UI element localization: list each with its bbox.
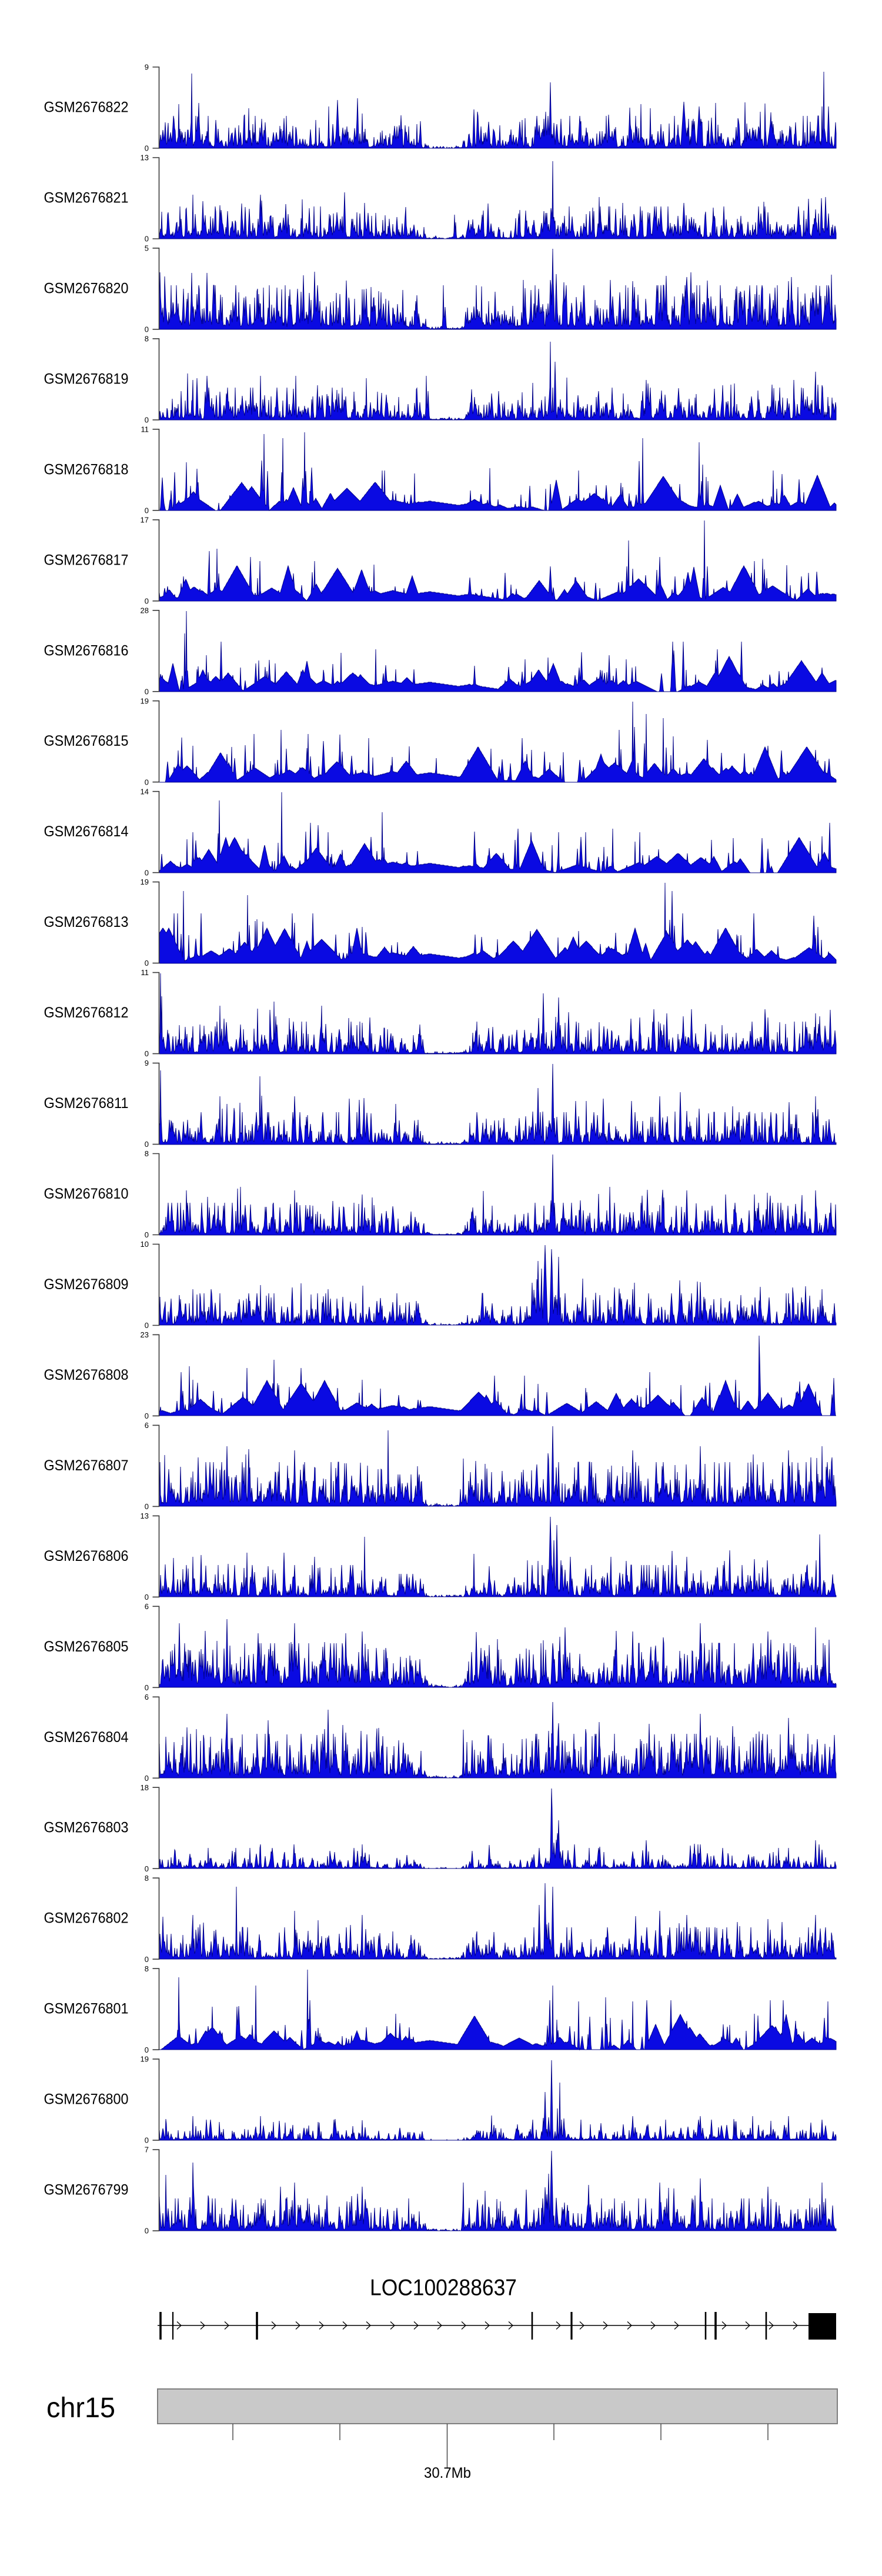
svg-text:GSM2676809: GSM2676809	[44, 1276, 129, 1293]
svg-text:0: 0	[145, 1955, 149, 1964]
svg-text:0: 0	[145, 1502, 149, 1511]
svg-text:GSM2676800: GSM2676800	[44, 2091, 129, 2108]
svg-text:GSM2676804: GSM2676804	[44, 1729, 129, 1746]
svg-text:0: 0	[145, 2046, 149, 2054]
svg-text:5: 5	[145, 244, 149, 253]
svg-text:GSM2676805: GSM2676805	[44, 1639, 129, 1655]
svg-text:chr15: chr15	[46, 2393, 115, 2424]
svg-text:0: 0	[145, 2227, 149, 2235]
svg-text:0: 0	[145, 1774, 149, 1783]
svg-text:0: 0	[145, 1412, 149, 1420]
svg-text:0: 0	[145, 1321, 149, 1330]
svg-text:GSM2676817: GSM2676817	[44, 552, 129, 568]
svg-text:9: 9	[145, 63, 149, 72]
svg-text:6: 6	[145, 1421, 149, 1430]
svg-text:GSM2676812: GSM2676812	[44, 1005, 129, 1021]
svg-text:13: 13	[141, 1511, 149, 1520]
svg-text:GSM2676814: GSM2676814	[44, 823, 129, 840]
svg-text:19: 19	[141, 877, 149, 886]
svg-text:0: 0	[145, 1049, 149, 1058]
svg-text:8: 8	[145, 1874, 149, 1883]
svg-text:11: 11	[141, 968, 149, 977]
svg-text:10: 10	[141, 1240, 149, 1249]
svg-text:GSM2676816: GSM2676816	[44, 642, 129, 659]
svg-text:17: 17	[141, 515, 149, 524]
svg-text:7: 7	[145, 2145, 149, 2154]
svg-text:14: 14	[141, 787, 149, 796]
svg-text:GSM2676820: GSM2676820	[44, 280, 129, 296]
svg-text:GSM2676802: GSM2676802	[44, 1910, 129, 1927]
svg-text:18: 18	[141, 1783, 149, 1792]
svg-text:0: 0	[145, 868, 149, 877]
svg-text:8: 8	[145, 1964, 149, 1973]
svg-text:LOC100288637: LOC100288637	[370, 2275, 517, 2301]
svg-text:23: 23	[141, 1330, 149, 1339]
svg-text:6: 6	[145, 1693, 149, 1701]
svg-text:GSM2676811: GSM2676811	[44, 1095, 129, 1112]
svg-text:0: 0	[145, 416, 149, 425]
svg-text:GSM2676806: GSM2676806	[44, 1548, 129, 1564]
svg-text:0: 0	[145, 144, 149, 153]
svg-text:GSM2676799: GSM2676799	[44, 2182, 129, 2198]
svg-text:0: 0	[145, 506, 149, 515]
svg-text:19: 19	[141, 696, 149, 705]
svg-text:0: 0	[145, 1140, 149, 1149]
svg-text:GSM2676813: GSM2676813	[44, 914, 129, 930]
svg-text:GSM2676821: GSM2676821	[44, 190, 129, 206]
svg-text:GSM2676808: GSM2676808	[44, 1367, 129, 1383]
svg-text:0: 0	[145, 1593, 149, 1601]
svg-text:13: 13	[141, 154, 149, 162]
svg-text:0: 0	[145, 778, 149, 786]
svg-text:0: 0	[145, 596, 149, 605]
svg-text:9: 9	[145, 1059, 149, 1067]
svg-text:0: 0	[145, 2136, 149, 2145]
svg-text:GSM2676803: GSM2676803	[44, 1820, 129, 1836]
svg-text:GSM2676815: GSM2676815	[44, 733, 129, 749]
svg-text:0: 0	[145, 687, 149, 696]
svg-text:GSM2676819: GSM2676819	[44, 371, 129, 387]
svg-text:GSM2676810: GSM2676810	[44, 1186, 129, 1202]
svg-text:GSM2676801: GSM2676801	[44, 2001, 129, 2017]
svg-text:GSM2676822: GSM2676822	[44, 99, 129, 116]
svg-text:19: 19	[141, 2055, 149, 2064]
svg-text:28: 28	[141, 606, 149, 615]
svg-text:GSM2676818: GSM2676818	[44, 461, 129, 478]
svg-text:0: 0	[145, 1683, 149, 1692]
svg-text:8: 8	[145, 335, 149, 343]
svg-text:0: 0	[145, 235, 149, 243]
svg-text:6: 6	[145, 1602, 149, 1611]
svg-text:30.7Mb: 30.7Mb	[424, 2465, 471, 2481]
svg-text:11: 11	[141, 425, 149, 433]
svg-text:0: 0	[145, 1230, 149, 1239]
svg-text:0: 0	[145, 1864, 149, 1873]
svg-text:0: 0	[145, 959, 149, 967]
svg-text:8: 8	[145, 1149, 149, 1158]
svg-text:GSM2676807: GSM2676807	[44, 1457, 129, 1474]
svg-text:0: 0	[145, 325, 149, 334]
